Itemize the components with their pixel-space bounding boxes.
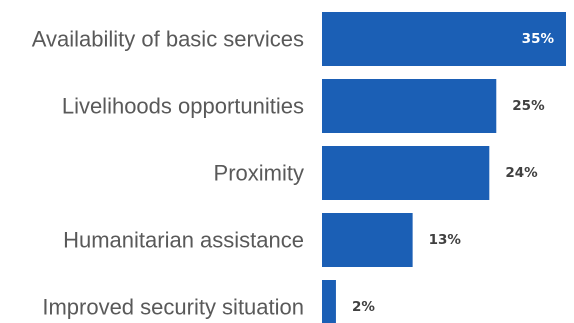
bar (322, 146, 490, 200)
data-label: 13% (429, 232, 462, 248)
data-label: 25% (512, 98, 545, 114)
bar (322, 213, 413, 267)
category-label: Improved security situation (42, 295, 304, 320)
data-label: 35% (522, 31, 555, 47)
bar (322, 12, 566, 66)
data-label: 2% (352, 299, 375, 315)
bar (322, 79, 497, 133)
category-label: Humanitarian assistance (63, 228, 304, 253)
category-label: Proximity (214, 161, 304, 186)
category-label: Livelihoods opportunities (62, 94, 304, 119)
bar (322, 280, 336, 323)
data-label: 24% (505, 165, 538, 181)
category-label: Availability of basic services (32, 27, 304, 52)
